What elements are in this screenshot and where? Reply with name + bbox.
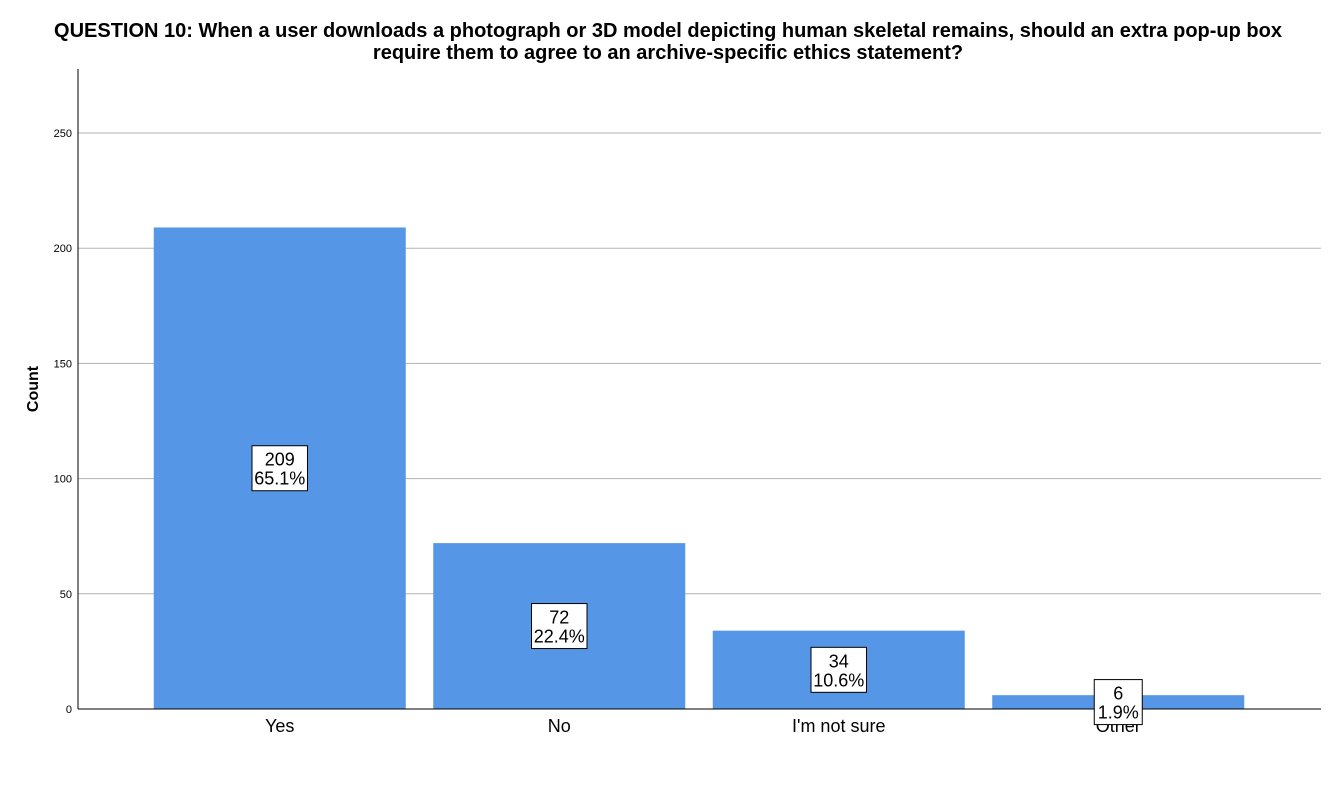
data-label: 61.9% xyxy=(1093,679,1143,726)
data-label-box xyxy=(810,646,867,693)
data-label-percent: 10.6% xyxy=(813,670,864,690)
y-tick-label: 200 xyxy=(54,243,72,255)
data-label-percent: 1.9% xyxy=(1098,703,1139,723)
y-tick-label: 150 xyxy=(54,358,72,370)
y-tick-label: 250 xyxy=(54,128,72,140)
y-tick-label: 100 xyxy=(54,474,72,486)
data-label-box xyxy=(251,445,308,492)
data-label-box xyxy=(531,603,588,650)
data-label-percent: 65.1% xyxy=(254,469,305,489)
y-tick-label: 0 xyxy=(66,704,72,716)
data-label-count: 209 xyxy=(265,450,295,470)
data-label-box xyxy=(1093,679,1143,726)
data-label-count: 34 xyxy=(829,651,849,671)
x-tick-label: No xyxy=(548,716,571,736)
data-label-count: 6 xyxy=(1113,684,1123,704)
data-label-percent: 22.4% xyxy=(534,627,585,647)
y-axis-title: Count xyxy=(25,365,42,412)
data-label-count: 72 xyxy=(549,608,569,628)
chart-title-line-2: require them to agree to an archive-spec… xyxy=(372,42,964,64)
chart-title-line-1: QUESTION 10: When a user downloads a pho… xyxy=(54,20,1282,42)
chart-title: QUESTION 10: When a user downloads a pho… xyxy=(0,20,1336,64)
bars xyxy=(153,227,1245,710)
x-tick-label: I'm not sure xyxy=(792,716,885,736)
x-tick-label: Yes xyxy=(265,716,294,736)
y-tick-label: 50 xyxy=(60,589,72,601)
